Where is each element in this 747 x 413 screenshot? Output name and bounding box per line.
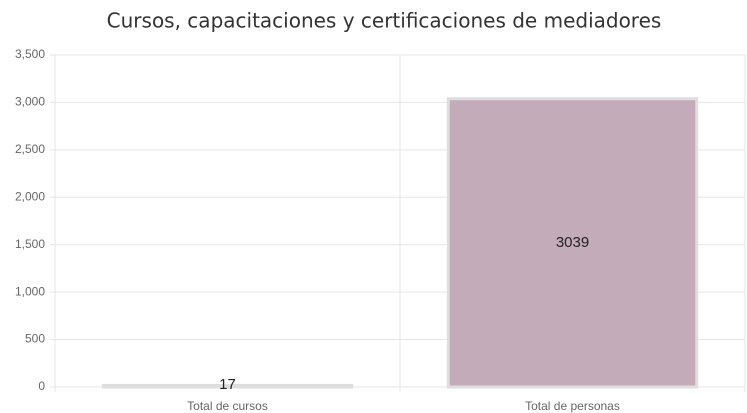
y-tick-label: 1,000 bbox=[15, 284, 45, 298]
y-tick-label: 3,000 bbox=[15, 95, 45, 109]
data-label: 3039 bbox=[556, 234, 589, 251]
x-tick-label: Total de personas bbox=[525, 399, 620, 413]
y-tick-label: 2,500 bbox=[15, 142, 45, 156]
bar bbox=[446, 97, 699, 389]
x-tick-label: Total de cursos bbox=[187, 399, 268, 413]
y-tick-label: 500 bbox=[25, 332, 45, 346]
y-tick-label: 1,500 bbox=[15, 237, 45, 251]
y-tick-label: 3,500 bbox=[15, 47, 45, 61]
y-tick-label: 2,000 bbox=[15, 189, 45, 203]
chart-title: Cursos, capacitaciones y certificaciones… bbox=[107, 9, 662, 33]
data-label: 17 bbox=[219, 376, 236, 393]
bar bbox=[101, 383, 354, 389]
y-tick-label: 0 bbox=[38, 379, 45, 393]
